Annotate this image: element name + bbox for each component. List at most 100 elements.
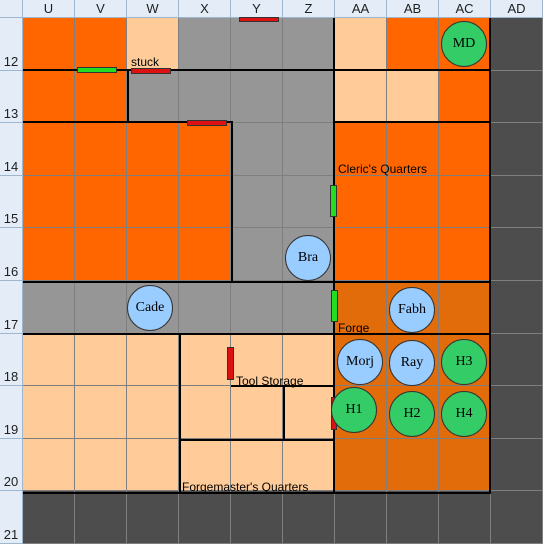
map-cell[interactable] xyxy=(335,439,387,491)
map-cell[interactable] xyxy=(75,439,127,491)
column-header[interactable]: Y xyxy=(231,0,283,18)
map-cell[interactable] xyxy=(491,491,543,544)
map-cell[interactable] xyxy=(335,123,387,176)
map-cell[interactable] xyxy=(179,228,231,281)
door-marker[interactable] xyxy=(77,67,117,73)
column-header[interactable]: U xyxy=(23,0,75,18)
token-md[interactable]: MD xyxy=(441,21,487,67)
map-cell[interactable] xyxy=(231,439,283,491)
map-cell[interactable] xyxy=(387,439,439,491)
column-header[interactable]: AB xyxy=(387,0,439,18)
map-cell[interactable] xyxy=(439,439,491,491)
map-cell[interactable] xyxy=(179,123,231,176)
map-cell[interactable] xyxy=(127,176,179,228)
map-cell[interactable] xyxy=(491,71,543,123)
map-cell[interactable] xyxy=(231,281,283,334)
row-header[interactable]: 17 xyxy=(0,281,23,334)
map-cell[interactable] xyxy=(283,281,335,334)
map-cell[interactable] xyxy=(75,334,127,386)
door-marker[interactable] xyxy=(330,185,337,217)
map-cell[interactable] xyxy=(23,18,75,71)
map-cell[interactable] xyxy=(283,123,335,176)
row-header[interactable]: 18 xyxy=(0,334,23,386)
map-cell[interactable] xyxy=(231,123,283,176)
door-marker[interactable] xyxy=(187,120,227,126)
map-cell[interactable] xyxy=(335,228,387,281)
map-cell[interactable] xyxy=(179,176,231,228)
map-cell[interactable] xyxy=(387,123,439,176)
map-cell[interactable] xyxy=(335,176,387,228)
map-cell[interactable] xyxy=(335,18,387,71)
door-marker[interactable] xyxy=(131,68,171,74)
column-header[interactable]: AC xyxy=(439,0,491,18)
column-header[interactable]: Z xyxy=(283,0,335,18)
map-cell[interactable] xyxy=(75,18,127,71)
map-cell[interactable] xyxy=(127,439,179,491)
token-ray[interactable]: Ray xyxy=(389,340,435,386)
map-cell[interactable] xyxy=(387,71,439,123)
map-cell[interactable] xyxy=(127,71,179,123)
select-all-corner[interactable] xyxy=(0,0,23,18)
token-h1[interactable]: H1 xyxy=(331,387,377,433)
map-cell[interactable] xyxy=(127,123,179,176)
map-cell[interactable] xyxy=(75,123,127,176)
map-cell[interactable] xyxy=(283,386,335,439)
map-cell[interactable] xyxy=(75,176,127,228)
row-header[interactable]: 21 xyxy=(0,491,23,544)
token-h4[interactable]: H4 xyxy=(441,391,487,437)
map-cell[interactable] xyxy=(439,228,491,281)
map-cell[interactable] xyxy=(231,228,283,281)
map-cell[interactable] xyxy=(283,176,335,228)
map-cell[interactable] xyxy=(439,123,491,176)
map-cell[interactable] xyxy=(23,228,75,281)
map-cell[interactable] xyxy=(335,71,387,123)
map-cell[interactable] xyxy=(491,281,543,334)
map-cell[interactable] xyxy=(335,281,387,334)
map-cell[interactable] xyxy=(23,281,75,334)
map-cell[interactable] xyxy=(231,491,283,544)
door-marker[interactable] xyxy=(227,347,234,380)
map-cell[interactable] xyxy=(439,176,491,228)
map-cell[interactable] xyxy=(387,228,439,281)
map-cell[interactable] xyxy=(231,71,283,123)
map-cell[interactable] xyxy=(75,228,127,281)
token-fabh[interactable]: Fabh xyxy=(389,287,435,333)
map-cell[interactable] xyxy=(23,491,75,544)
map-cell[interactable] xyxy=(491,18,543,71)
map-cell[interactable] xyxy=(23,439,75,491)
map-cell[interactable] xyxy=(231,176,283,228)
map-cell[interactable] xyxy=(179,386,231,439)
map-cell[interactable] xyxy=(439,281,491,334)
column-header[interactable]: X xyxy=(179,0,231,18)
map-cell[interactable] xyxy=(75,281,127,334)
map-cell[interactable] xyxy=(179,334,231,386)
token-morj[interactable]: Morj xyxy=(337,339,383,385)
map-cell[interactable] xyxy=(439,491,491,544)
map-cell[interactable] xyxy=(491,228,543,281)
map-cell[interactable] xyxy=(179,71,231,123)
map-cell[interactable] xyxy=(179,439,231,491)
row-header[interactable]: 16 xyxy=(0,228,23,281)
door-marker[interactable] xyxy=(239,17,279,22)
map-cell[interactable] xyxy=(491,123,543,176)
map-cell[interactable] xyxy=(75,386,127,439)
row-header[interactable]: 13 xyxy=(0,71,23,123)
map-cell[interactable] xyxy=(127,386,179,439)
map-cell[interactable] xyxy=(439,71,491,123)
map-cell[interactable] xyxy=(23,123,75,176)
map-cell[interactable] xyxy=(23,386,75,439)
map-cell[interactable] xyxy=(283,71,335,123)
token-h2[interactable]: H2 xyxy=(389,391,435,437)
map-cell[interactable] xyxy=(387,18,439,71)
map-cell[interactable] xyxy=(127,491,179,544)
map-cell[interactable] xyxy=(127,334,179,386)
row-header[interactable]: 19 xyxy=(0,386,23,439)
column-header[interactable]: AA xyxy=(335,0,387,18)
column-header[interactable]: V xyxy=(75,0,127,18)
map-cell[interactable] xyxy=(491,439,543,491)
row-header[interactable]: 15 xyxy=(0,176,23,228)
map-cell[interactable] xyxy=(23,71,75,123)
map-cell[interactable] xyxy=(335,491,387,544)
map-cell[interactable] xyxy=(491,176,543,228)
map-cell[interactable] xyxy=(231,18,283,71)
